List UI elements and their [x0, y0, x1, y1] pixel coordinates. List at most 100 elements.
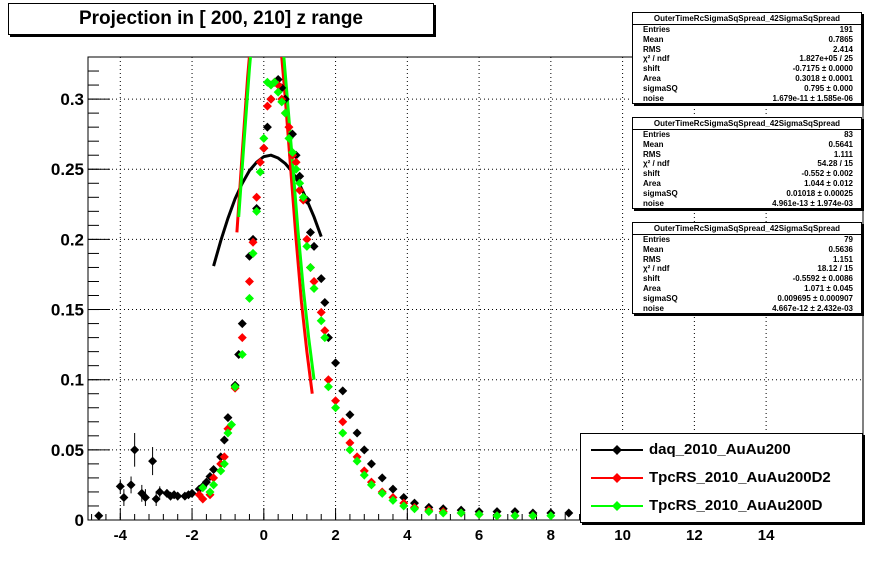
stats-value: 1.827e+05 / 25 — [799, 54, 853, 64]
stats-row-noise: noise 1.679e-11 ± 1.585e-06 — [633, 94, 861, 104]
stats-row-sigmasq: sigmaSQ 0.01018 ± 0.00025 — [633, 189, 861, 199]
stats-row-shift: shift -0.552 ± 0.002 — [633, 169, 861, 179]
data-point-tpcrs-d2 — [331, 396, 341, 406]
data-point-tpcrs-d — [474, 509, 484, 519]
stats-value: 0.3018 ± 0.0001 — [795, 73, 853, 83]
stats-value: 1.071 ± 0.045 — [804, 283, 853, 293]
data-point-tpcrs-d — [331, 403, 341, 413]
y-tick-label: 0.3 — [60, 90, 84, 109]
y-tick-label: 0.1 — [60, 371, 84, 390]
fit-curve-0 — [212, 153, 323, 267]
stats-label: shift — [643, 64, 660, 74]
legend: daq_2010_AuAu200 TpcRS_2010_AuAu200D2 Tp… — [580, 433, 863, 523]
data-point-tpcrs-d — [316, 316, 326, 326]
data-point-daq — [345, 410, 355, 420]
data-point-tpcrs-d — [388, 495, 398, 505]
stats-row-chi2: χ² / ndf 1.827e+05 / 25 — [633, 54, 861, 64]
data-point-tpcrs-d — [366, 480, 376, 490]
stats-box-tpcrs-d: OuterTimeRcSigmaSqSpread_42SigmaSqSpread… — [632, 222, 862, 315]
stats-row-noise: noise 4.667e-12 ± 2.432e-03 — [633, 304, 861, 314]
stats-label: Mean — [643, 34, 664, 44]
data-point-tpcrs-d2 — [237, 333, 247, 343]
fit-curve-2 — [237, 57, 316, 380]
data-point-tpcrs-d2 — [262, 101, 272, 111]
data-point-tpcrs-d2 — [252, 192, 262, 202]
data-point-daq — [94, 511, 104, 520]
stats-row-mean: Mean 0.5641 — [633, 140, 861, 150]
data-point-tpcrs-d — [345, 445, 355, 455]
data-point-tpcrs-d — [456, 508, 466, 518]
data-point-tpcrs-d — [219, 459, 229, 469]
stats-label: Area — [643, 178, 661, 188]
stats-value: -0.552 ± 0.002 — [801, 169, 853, 179]
legend-label-tpcrs-d2: TpcRS_2010_AuAu200D2 — [649, 469, 831, 486]
stats-label: noise — [643, 198, 664, 208]
stats-row-rms: RMS 2.414 — [633, 45, 861, 55]
data-point-tpcrs-d — [244, 293, 254, 303]
data-point-tpcrs-d2 — [219, 452, 229, 462]
stats-label: noise — [643, 303, 664, 313]
stats-label: sigmaSQ — [643, 293, 678, 303]
data-point-daq — [359, 445, 369, 455]
stats-label: Entries — [643, 130, 671, 139]
legend-marker-daq — [591, 445, 643, 455]
data-point-tpcrs-d2 — [255, 157, 265, 167]
stats-value: 0.5636 — [828, 244, 853, 254]
data-point-tpcrs-d — [223, 428, 233, 438]
legend-marker-tpcrs-d — [591, 501, 643, 511]
stats-value: 0.5641 — [828, 139, 853, 149]
data-point-daq — [119, 493, 129, 503]
stats-value: 4.961e-13 ± 1.974e-03 — [772, 198, 853, 208]
stats-value: 1.111 — [833, 149, 853, 159]
stats-value: 191 — [839, 25, 853, 34]
data-point-tpcrs-d2 — [198, 494, 208, 504]
stats-label: Area — [643, 283, 661, 293]
data-point-tpcrs-d — [309, 284, 319, 293]
x-tick-label: 2 — [331, 527, 339, 544]
data-point-tpcrs-d — [410, 504, 420, 514]
data-point-tpcrs-d — [277, 97, 287, 107]
stats-row-chi2: χ² / ndf 54.28 / 15 — [633, 159, 861, 169]
stats-label: Mean — [643, 244, 664, 254]
stats-value: 0.795 ± 0.000 — [804, 83, 853, 93]
stats-value: -0.7175 ± 0.0000 — [792, 64, 853, 74]
data-point-daq — [223, 413, 233, 423]
stats-row-rms: RMS 1.151 — [633, 255, 861, 265]
data-point-tpcrs-d — [209, 480, 219, 490]
stats-row-noise: noise 4.961e-13 ± 1.974e-03 — [633, 199, 861, 209]
data-point-daq — [564, 508, 574, 518]
stats-label: RMS — [643, 254, 661, 264]
data-point-tpcrs-d — [302, 241, 312, 251]
data-point-daq — [366, 459, 376, 469]
stats-label: noise — [643, 93, 664, 103]
data-point-daq — [140, 493, 150, 503]
data-point-tpcrs-d — [492, 511, 502, 520]
data-point-daq — [305, 227, 315, 237]
data-point-daq — [399, 493, 409, 503]
data-point-tpcrs-d — [320, 333, 330, 343]
data-point-tpcrs-d2 — [248, 237, 258, 247]
stats-box-tpcrs-d2: OuterTimeRcSigmaSqSpread_42SigmaSqSpread… — [632, 117, 862, 210]
data-point-tpcrs-d — [273, 87, 283, 97]
stats-label: RMS — [643, 44, 661, 54]
data-point-tpcrs-d — [255, 167, 265, 177]
data-point-tpcrs-d — [298, 192, 308, 202]
data-point-tpcrs-d2 — [323, 375, 333, 385]
stats-label: Mean — [643, 139, 664, 149]
data-point-tpcrs-d — [377, 488, 387, 498]
data-point-tpcrs-d2 — [295, 185, 305, 195]
stats-box-title: OuterTimeRcSigmaSqSpread_42SigmaSqSpread — [633, 223, 861, 235]
data-point-tpcrs-d — [424, 507, 434, 517]
data-point-daq — [352, 428, 362, 438]
stats-value: 0.009695 ± 0.000907 — [777, 293, 853, 303]
data-point-tpcrs-d — [323, 382, 333, 392]
data-point-tpcrs-d — [259, 133, 269, 143]
data-point-tpcrs-d — [288, 147, 298, 157]
stats-label: Entries — [643, 25, 671, 34]
stats-row-sigmasq: sigmaSQ 0.795 ± 0.000 — [633, 84, 861, 94]
y-tick-label: 0.05 — [51, 441, 84, 460]
stats-row-entries: Entries 83 — [633, 130, 861, 140]
data-point-tpcrs-d — [399, 501, 409, 511]
data-point-daq — [237, 319, 247, 329]
stats-label: χ² / ndf — [643, 159, 670, 169]
